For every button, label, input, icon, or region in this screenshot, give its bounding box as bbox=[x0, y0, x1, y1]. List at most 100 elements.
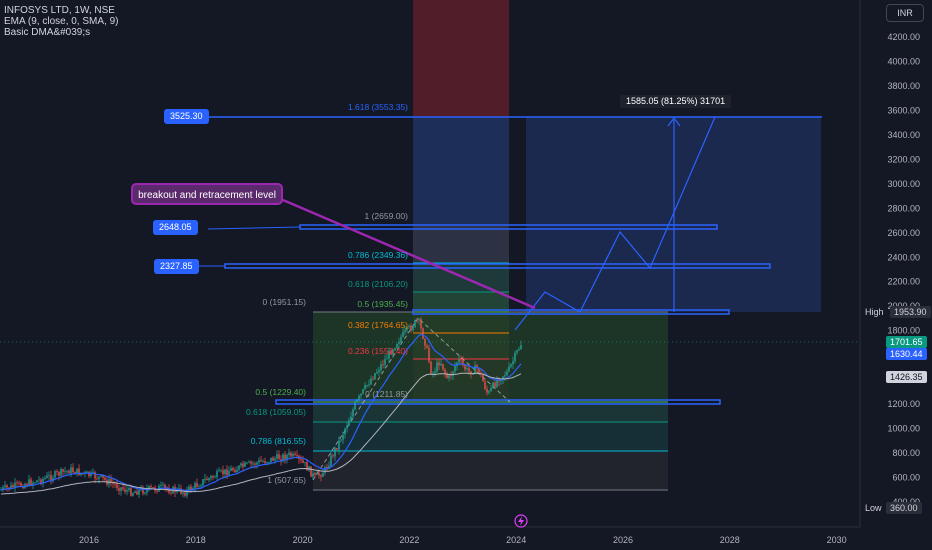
candle-body bbox=[508, 366, 510, 372]
price-candles bbox=[0, 317, 522, 499]
candle-body bbox=[300, 458, 302, 461]
candle-body bbox=[352, 409, 354, 417]
candle-body bbox=[514, 352, 516, 362]
candle-body bbox=[390, 350, 392, 355]
candle-body bbox=[492, 382, 494, 388]
fib-level-label: 1 (507.65) bbox=[267, 475, 306, 485]
candle-body bbox=[450, 375, 452, 376]
chart-legend: INFOSYS LTD, 1W, NSE EMA (9, close, 0, S… bbox=[4, 5, 118, 38]
candle-body bbox=[438, 362, 440, 366]
candle-body bbox=[368, 384, 370, 386]
fib-level-label: 0.618 (2106.20) bbox=[348, 279, 408, 289]
currency-button[interactable]: INR bbox=[886, 4, 924, 22]
candle-body bbox=[112, 483, 114, 484]
y-tick-label: 2200.00 bbox=[887, 277, 920, 287]
candle-body bbox=[398, 341, 400, 344]
candle-body bbox=[186, 489, 188, 496]
candle-body bbox=[258, 460, 260, 463]
ema-price-tag: 1630.44 bbox=[886, 348, 927, 360]
candle-body bbox=[74, 472, 76, 474]
candle-body bbox=[130, 487, 132, 496]
candle-body bbox=[310, 466, 312, 477]
y-tick-label: 4200.00 bbox=[887, 32, 920, 42]
candle-body bbox=[128, 487, 130, 491]
candle-body bbox=[476, 365, 478, 369]
candle-body bbox=[262, 461, 264, 463]
candle-body bbox=[152, 487, 154, 489]
candle-body bbox=[284, 454, 286, 460]
y-tick-label: 3200.00 bbox=[887, 154, 920, 164]
candle-body bbox=[292, 453, 294, 457]
candle-body bbox=[280, 459, 282, 461]
candle-body bbox=[350, 416, 352, 421]
candle-body bbox=[66, 470, 68, 472]
x-axis[interactable]: 2016 2018 2020 2022 2024 2026 2028 2030 bbox=[79, 535, 847, 545]
candle-body bbox=[472, 373, 474, 375]
candle-body bbox=[418, 319, 420, 321]
fib-level-label: 0 (1951.15) bbox=[263, 297, 307, 307]
candle-body bbox=[208, 478, 210, 481]
candle-body bbox=[218, 470, 220, 472]
candle-body bbox=[346, 425, 348, 429]
candle-body bbox=[60, 469, 62, 476]
candle-body bbox=[170, 492, 172, 494]
ema-legend[interactable]: EMA (9, close, 0, SMA, 9) bbox=[4, 16, 119, 27]
x-tick-label: 2030 bbox=[827, 535, 847, 545]
candle-body bbox=[422, 328, 424, 339]
candle-body bbox=[240, 463, 242, 466]
candle-body bbox=[196, 483, 198, 487]
candle-body bbox=[184, 492, 186, 496]
candle-body bbox=[268, 461, 270, 463]
candle-body bbox=[30, 479, 32, 486]
x-tick-label: 2026 bbox=[613, 535, 633, 545]
fib-level-label: 0.786 (2349.36) bbox=[348, 250, 408, 260]
candle-body bbox=[330, 455, 332, 466]
candle-body bbox=[230, 468, 232, 471]
candle-body bbox=[76, 468, 78, 474]
dma-line bbox=[0, 372, 522, 495]
dma-legend[interactable]: Basic DMA&#039;s bbox=[4, 27, 91, 38]
lightning-icon[interactable] bbox=[514, 514, 528, 528]
candle-body bbox=[470, 371, 472, 375]
candle-body bbox=[38, 479, 40, 481]
y-tick-label: 3600.00 bbox=[887, 105, 920, 115]
candle-body bbox=[56, 471, 58, 473]
fib-upper-band-1 bbox=[413, 225, 509, 263]
symbol-title[interactable]: INFOSYS LTD, 1W, NSE bbox=[4, 5, 115, 16]
candle-body bbox=[374, 373, 376, 380]
breakout-callout[interactable]: breakout and retracement level bbox=[131, 183, 283, 205]
candle-body bbox=[182, 492, 184, 494]
candle-body bbox=[462, 360, 464, 366]
candle-body bbox=[256, 462, 258, 465]
candle-body bbox=[64, 471, 66, 473]
candle-body bbox=[134, 491, 136, 494]
candle-body bbox=[420, 319, 422, 329]
candle-body bbox=[302, 460, 304, 463]
candle-body bbox=[328, 465, 330, 469]
candle-body bbox=[266, 462, 268, 464]
x-tick-label: 2024 bbox=[506, 535, 526, 545]
x-tick-label: 2022 bbox=[399, 535, 419, 545]
candle-body bbox=[102, 475, 104, 478]
candle-body bbox=[414, 319, 416, 328]
level-tag-2648[interactable]: 2648.05 bbox=[153, 220, 198, 235]
candle-body bbox=[244, 462, 246, 467]
candle-body bbox=[432, 373, 434, 375]
fib-level-label: 1 (2659.00) bbox=[365, 211, 409, 221]
level-tag-2327[interactable]: 2327.85 bbox=[154, 259, 199, 274]
candle-body bbox=[226, 469, 228, 476]
candle-body bbox=[6, 485, 8, 488]
candle-body bbox=[512, 361, 514, 365]
candle-body bbox=[122, 487, 124, 490]
dma-price-tag: 1426.35 bbox=[886, 371, 927, 383]
candle-body bbox=[120, 487, 122, 491]
y-tick-label: 1800.00 bbox=[887, 326, 920, 336]
candle-body bbox=[236, 469, 238, 473]
y-axis[interactable]: 4200.00 4000.00 3800.00 3600.00 3400.00 3200.… bbox=[887, 32, 920, 507]
candle-body bbox=[198, 486, 200, 488]
level-tag-3525[interactable]: 3525.30 bbox=[164, 109, 209, 124]
candle-body bbox=[288, 452, 290, 456]
candle-body bbox=[202, 479, 204, 486]
candle-body bbox=[486, 389, 488, 393]
